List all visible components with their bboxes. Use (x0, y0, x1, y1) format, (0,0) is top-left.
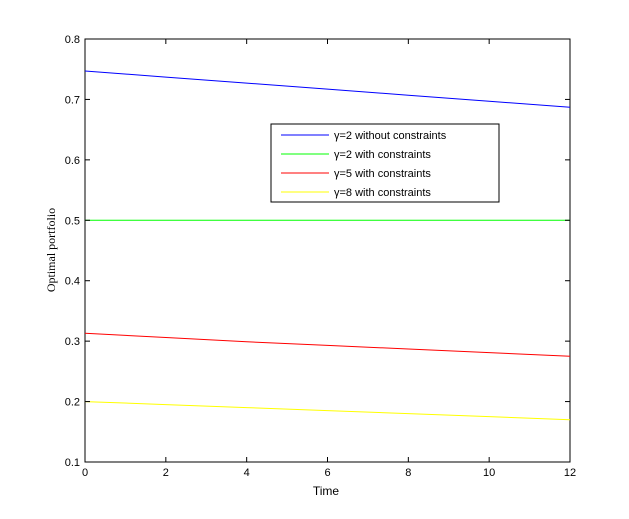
y-tick-label: 0.4 (65, 276, 80, 288)
x-tick-label: 0 (82, 467, 88, 479)
x-tick-label: 12 (564, 467, 576, 479)
plot-area (84, 38, 571, 463)
series-line-1 (84, 70, 571, 108)
y-tick-label: 0.5 (65, 215, 80, 227)
x-axis-label: Time (313, 484, 340, 498)
y-tick-label: 0.3 (65, 336, 80, 348)
x-tick-label: 8 (405, 467, 411, 479)
ticks-group: 0 2 4 6 8 10 12 0.1 0.2 0.3 0.4 0.5 0.6 0.7 0.8 (65, 34, 576, 479)
y-tick-label: 0.8 (65, 34, 80, 46)
x-tick-label: 6 (324, 467, 330, 479)
legend-label-3: γ=5 with constraints (334, 168, 431, 180)
y-tick-label: 0.1 (65, 457, 80, 469)
legend-label-1: γ=2 without constraints (334, 130, 447, 142)
series-line-4 (84, 401, 571, 421)
series-line-3 (84, 332, 571, 357)
y-axis-label: Optimal portfolio (44, 208, 58, 292)
y-tick-label: 0.2 (65, 397, 80, 409)
x-tick-label: 10 (483, 467, 495, 479)
series-group (84, 70, 571, 421)
legend-box (270, 123, 500, 203)
x-tick-label: 4 (244, 467, 250, 479)
legend: γ=2 without constraints γ=2 with constrai… (270, 123, 500, 203)
x-tick-label: 2 (163, 467, 169, 479)
y-tick-label: 0.6 (65, 155, 80, 167)
legend-label-2: γ=2 with constraints (334, 149, 431, 161)
y-tick-label: 0.7 (65, 94, 80, 106)
legend-label-4: γ=8 with constraints (334, 187, 431, 199)
